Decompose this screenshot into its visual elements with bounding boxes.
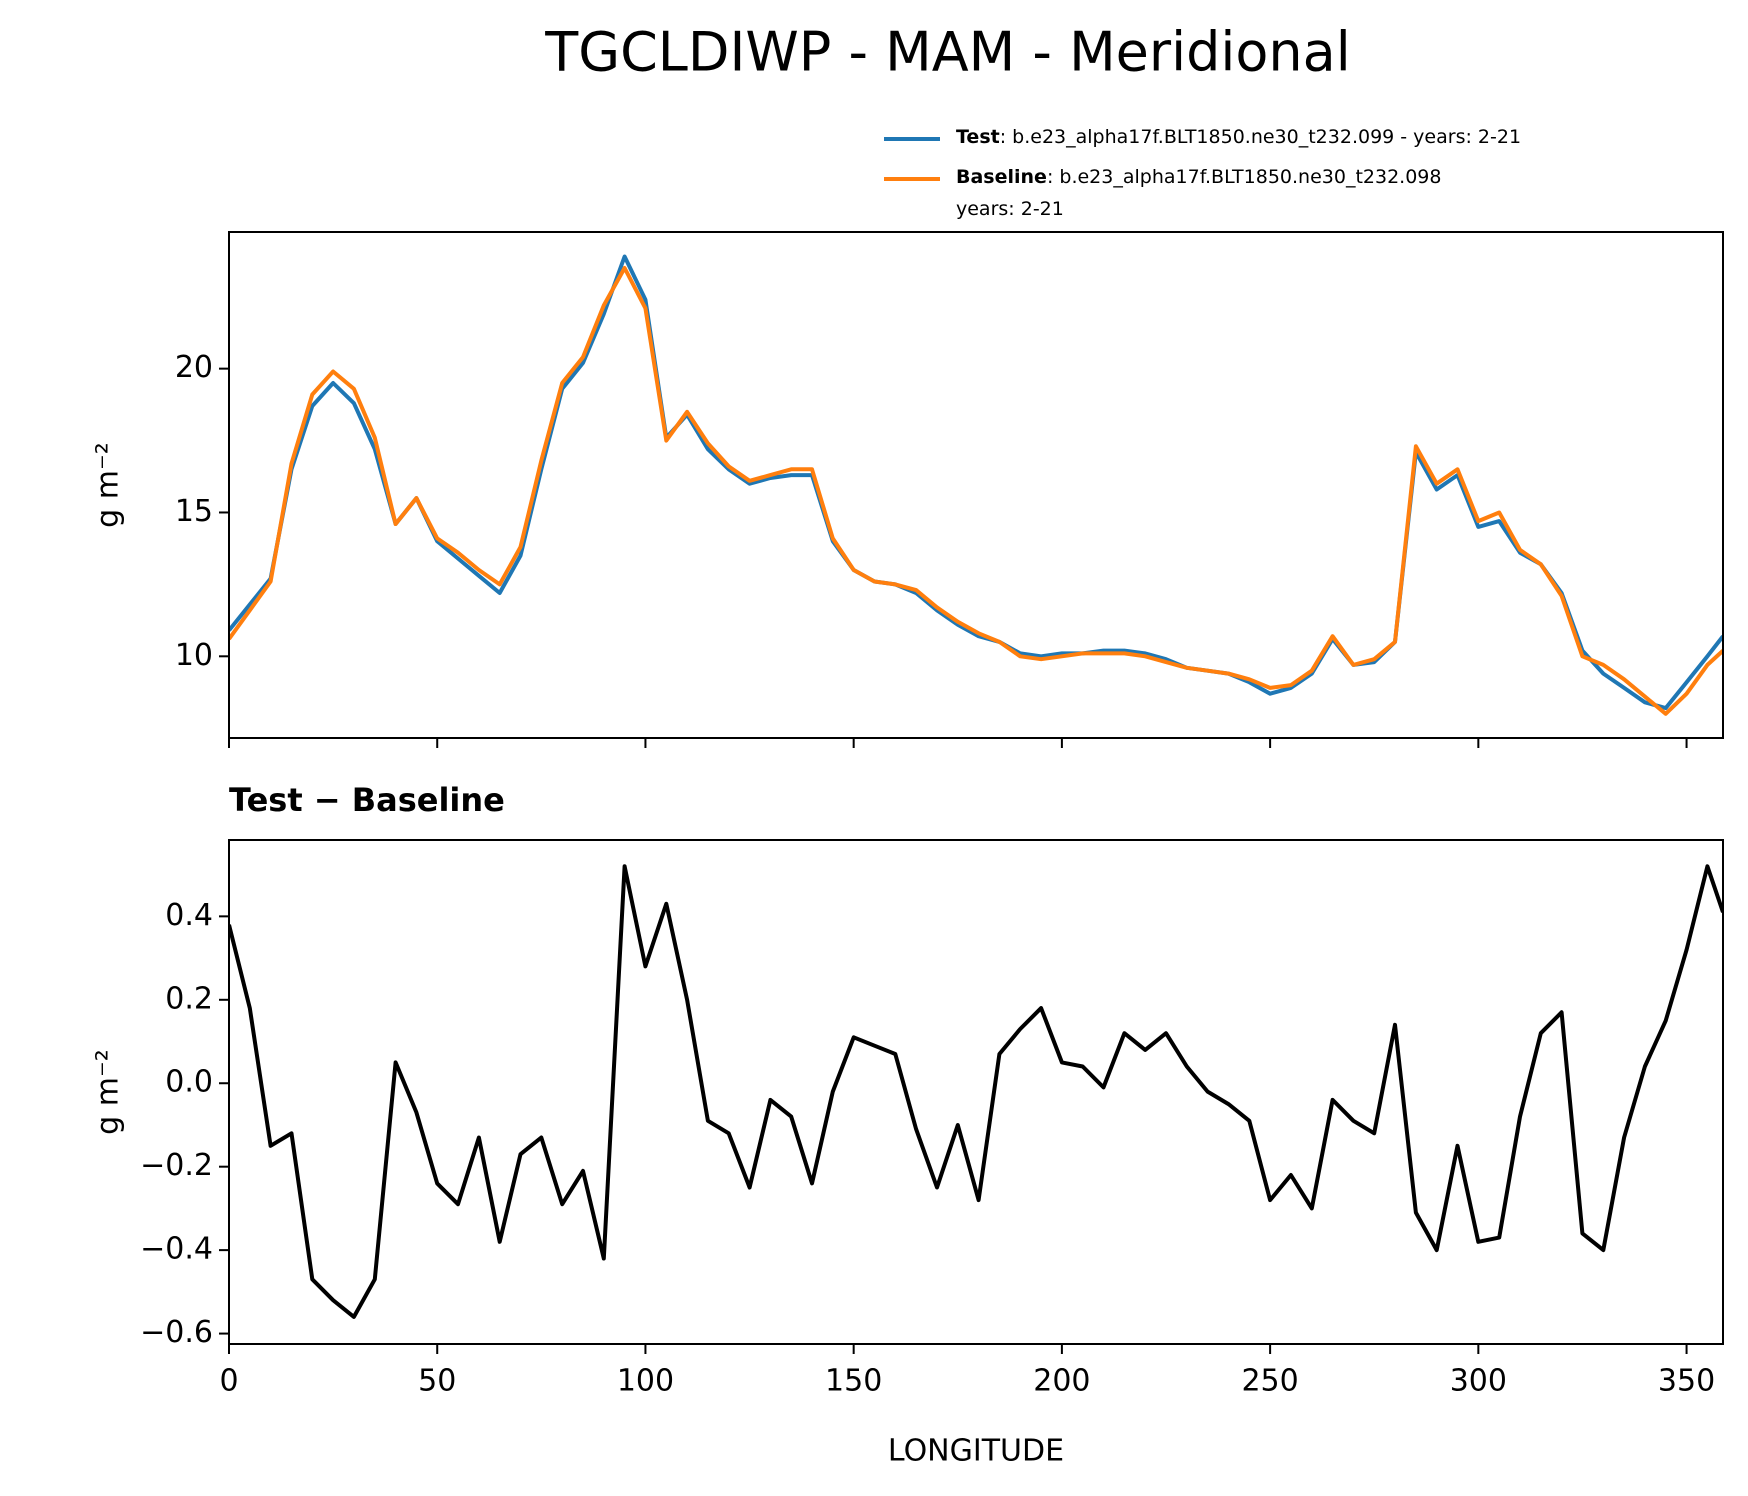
legend-name: Test	[956, 126, 1000, 148]
y-tick-label: 0.2	[165, 981, 213, 1016]
legend-label: Test: b.e23_alpha17f.BLT1850.ne30_t232.0…	[956, 126, 1521, 148]
x-tick-label: 150	[825, 1364, 882, 1399]
x-tick-label: 250	[1241, 1364, 1298, 1399]
legend-name: Baseline	[956, 166, 1047, 188]
y-tick-label: −0.2	[140, 1148, 213, 1183]
x-tick-label: 100	[617, 1364, 674, 1399]
figure-title: TGCLDIWP - MAM - Meridional	[544, 21, 1351, 84]
x-tick-label: 200	[1033, 1364, 1090, 1399]
legend-text: years: 2-21	[956, 198, 1064, 220]
y-tick-label: −0.6	[140, 1315, 213, 1350]
y-axis-label: g m⁻²	[91, 442, 126, 528]
y-tick-label: 20	[175, 350, 213, 385]
y-tick-label: −0.4	[140, 1232, 213, 1267]
axes-frame	[228, 839, 1724, 1345]
legend-text: : b.e23_alpha17f.BLT1850.ne30_t232.098	[1047, 166, 1442, 188]
x-tick-label: 300	[1450, 1364, 1507, 1399]
legend-label: Baseline: b.e23_alpha17f.BLT1850.ne30_t2…	[956, 166, 1441, 220]
x-tick-label: 350	[1658, 1364, 1715, 1399]
y-tick-label: 0.0	[165, 1065, 213, 1100]
y-axis-label: g m⁻²	[91, 1049, 126, 1135]
axes-frame	[228, 231, 1724, 739]
data-line	[229, 266, 1723, 716]
y-tick-label: 15	[175, 494, 213, 529]
x-tick-label: 0	[219, 1364, 238, 1399]
data-line	[229, 864, 1723, 1319]
y-tick-label: 0.4	[165, 898, 213, 933]
x-axis-label: LONGITUDE	[888, 1434, 1064, 1469]
y-tick-label: 10	[175, 638, 213, 673]
data-line	[229, 254, 1723, 711]
legend-text: : b.e23_alpha17f.BLT1850.ne30_t232.099 -…	[1000, 126, 1521, 148]
x-tick-label: 50	[418, 1364, 456, 1399]
subplot-title: Test − Baseline	[229, 781, 505, 819]
